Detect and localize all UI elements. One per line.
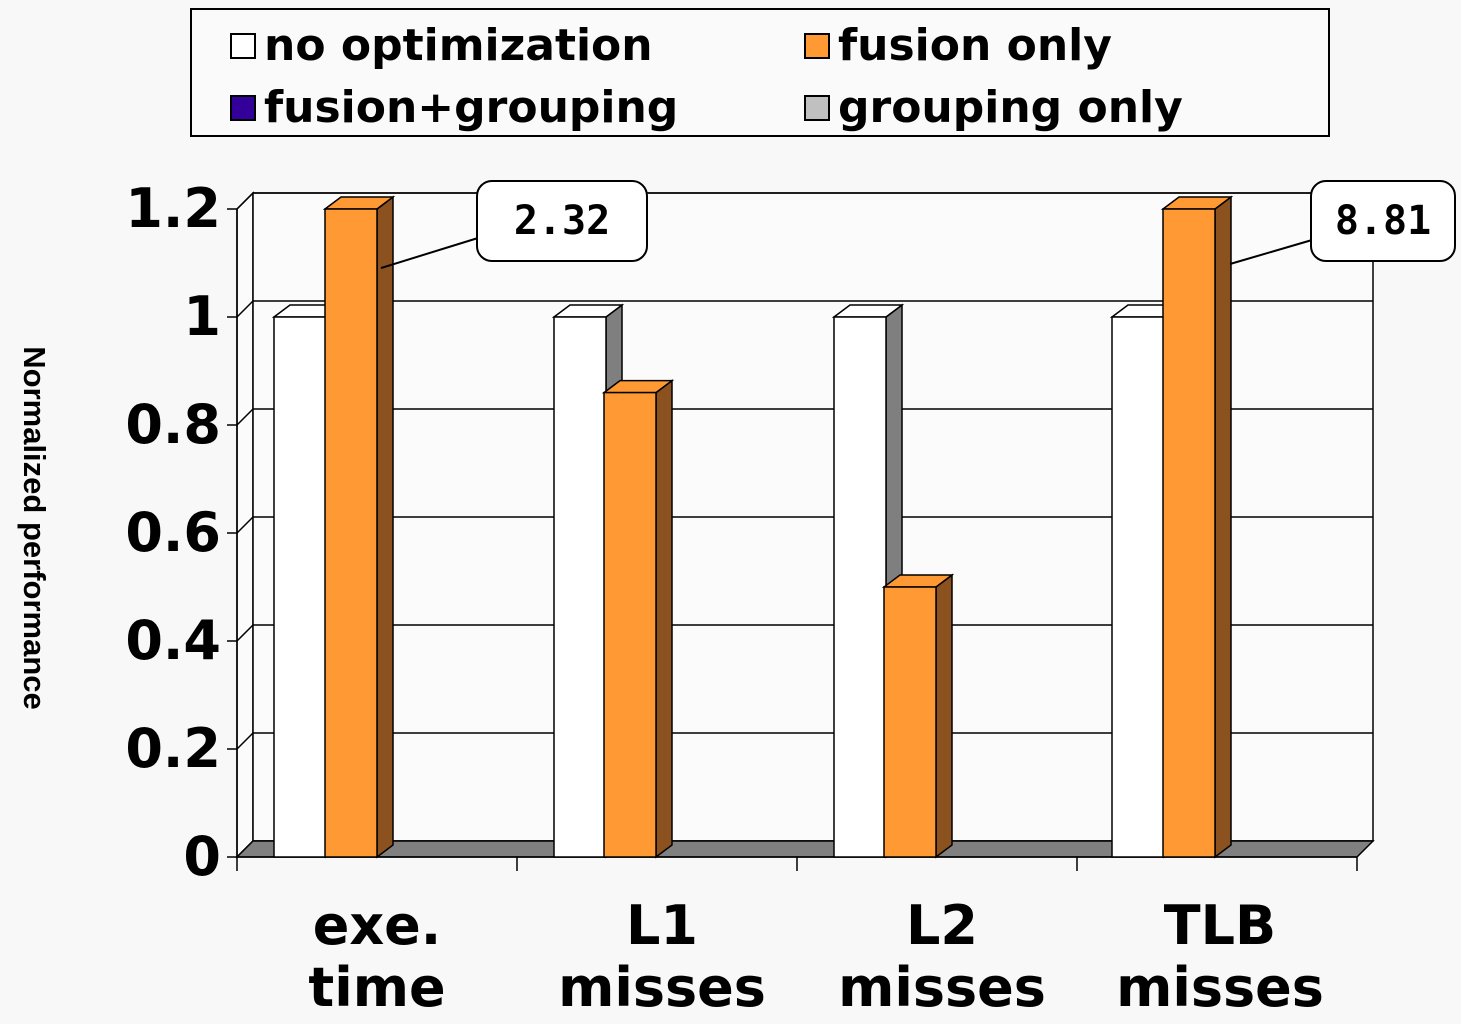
x-category-line: L1 bbox=[626, 894, 698, 957]
value-callout: 8.81 bbox=[1310, 180, 1456, 262]
bar-side bbox=[1214, 195, 1232, 859]
bar-side bbox=[376, 195, 394, 859]
legend-swatch bbox=[230, 94, 256, 121]
legend-label: fusion only bbox=[838, 20, 1112, 71]
bar bbox=[324, 208, 378, 858]
x-category-line: misses bbox=[558, 956, 766, 1020]
x-category-label: TLB misses bbox=[1116, 894, 1324, 1020]
bar-side bbox=[935, 573, 953, 859]
bar bbox=[883, 586, 937, 858]
legend-swatch bbox=[230, 32, 256, 59]
x-category-line: misses bbox=[838, 956, 1046, 1020]
y-tick-label: 0.8 bbox=[125, 393, 221, 456]
bar bbox=[1111, 316, 1165, 858]
y-tick-label: 0.4 bbox=[125, 609, 221, 672]
y-tick-label: 0.2 bbox=[125, 717, 221, 780]
x-category-line: misses bbox=[1116, 956, 1324, 1020]
legend-item-grouping-only: grouping only bbox=[804, 82, 1183, 133]
x-category-line: L2 bbox=[906, 894, 978, 957]
gridline-side bbox=[236, 408, 254, 426]
gridline-side bbox=[236, 624, 254, 642]
legend-swatch bbox=[804, 32, 830, 59]
bar-side bbox=[655, 379, 673, 859]
x-category-line: time bbox=[308, 956, 446, 1020]
legend-item-fusion-grouping: fusion+grouping bbox=[230, 82, 678, 133]
callout-pointer bbox=[380, 237, 479, 269]
bar bbox=[1162, 208, 1216, 858]
gridline-side bbox=[236, 192, 254, 210]
x-category-label: exe. time bbox=[308, 894, 446, 1020]
y-axis-label: Normalized performance bbox=[17, 346, 52, 710]
legend-label: no optimization bbox=[264, 20, 653, 71]
callout-pointer bbox=[1229, 239, 1313, 265]
legend-item-no-optimization: no optimization bbox=[230, 20, 653, 71]
bar bbox=[833, 316, 887, 858]
legend-label: grouping only bbox=[838, 82, 1183, 133]
y-tick-label: 1 bbox=[183, 285, 221, 348]
y-tick-label: 0.6 bbox=[125, 501, 221, 564]
gridline-side bbox=[236, 516, 254, 534]
x-category-label: L1 misses bbox=[558, 894, 766, 1020]
x-category-line: TLB bbox=[1163, 894, 1277, 957]
gridline-side bbox=[236, 300, 254, 318]
y-tick-label: 0 bbox=[183, 825, 221, 888]
bar bbox=[273, 316, 327, 858]
bar bbox=[553, 316, 607, 858]
chart-legend: no optimization fusion only fusion+group… bbox=[190, 8, 1330, 137]
gridline-side bbox=[236, 732, 254, 750]
legend-swatch bbox=[804, 94, 830, 121]
y-tick-label: 1.2 bbox=[125, 177, 221, 240]
x-category-label: L2 misses bbox=[838, 894, 1046, 1020]
value-callout: 2.32 bbox=[476, 180, 648, 262]
bar bbox=[603, 391, 657, 858]
x-category-line: exe. bbox=[312, 894, 442, 957]
legend-item-fusion-only: fusion only bbox=[804, 20, 1112, 71]
legend-label: fusion+grouping bbox=[264, 82, 679, 133]
